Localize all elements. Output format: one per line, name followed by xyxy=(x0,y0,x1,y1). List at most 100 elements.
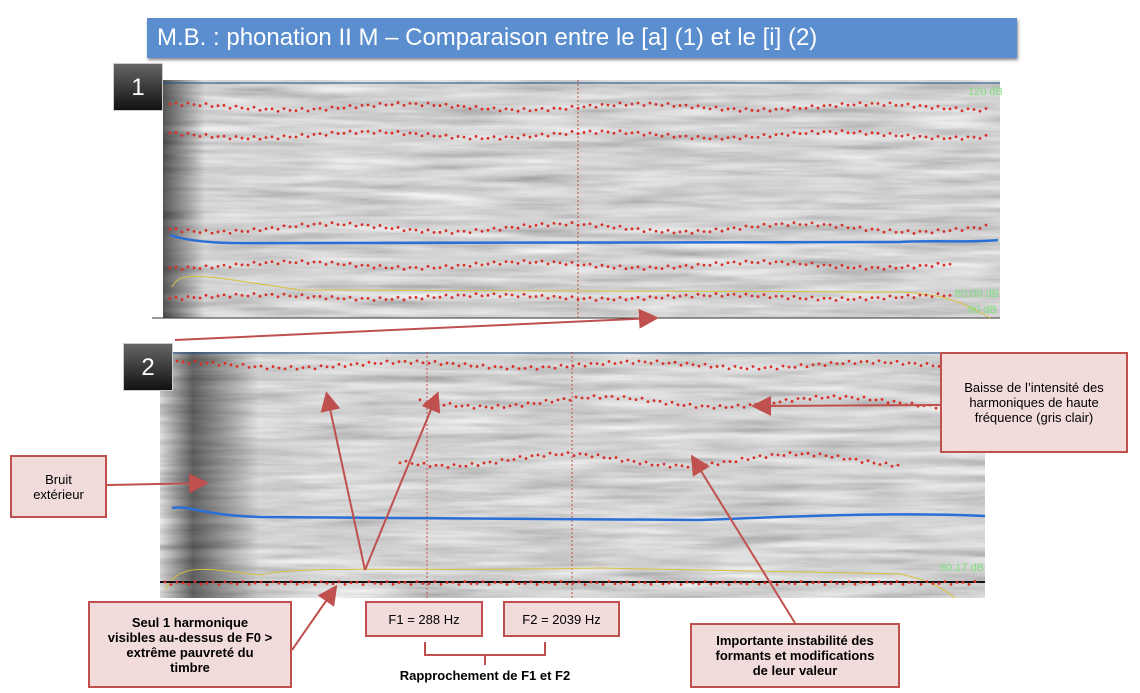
dot xyxy=(690,231,694,235)
dot xyxy=(718,404,722,407)
dot xyxy=(504,225,508,229)
dot xyxy=(805,582,809,586)
dot xyxy=(876,131,880,135)
dot xyxy=(650,463,654,467)
dot xyxy=(948,293,952,297)
dot xyxy=(252,292,256,295)
dot xyxy=(739,366,743,370)
dot xyxy=(198,134,202,138)
dot xyxy=(900,230,904,234)
dot xyxy=(618,224,622,228)
dot xyxy=(198,231,202,234)
dot xyxy=(571,364,575,368)
dot xyxy=(211,580,215,584)
dot xyxy=(456,229,460,233)
dot xyxy=(210,266,214,270)
text: formants et modifications xyxy=(715,648,875,663)
dot xyxy=(198,104,202,108)
dot xyxy=(600,102,604,106)
dot xyxy=(475,365,479,368)
dot xyxy=(714,135,718,138)
dot xyxy=(602,456,606,460)
dot xyxy=(300,259,304,262)
dot xyxy=(415,359,419,363)
dot xyxy=(666,132,670,136)
dot xyxy=(398,461,402,465)
dot xyxy=(631,362,635,365)
dot xyxy=(186,228,190,232)
dot xyxy=(306,262,310,265)
dot xyxy=(462,293,466,297)
dot xyxy=(642,133,646,137)
dot xyxy=(666,264,670,268)
dot xyxy=(690,137,694,141)
dot xyxy=(175,359,179,363)
dot xyxy=(432,104,436,107)
dot xyxy=(565,365,569,369)
dot xyxy=(666,293,670,297)
dot xyxy=(852,103,856,107)
dot xyxy=(163,580,167,584)
dot xyxy=(682,404,686,407)
dot xyxy=(642,268,646,271)
dot xyxy=(829,360,833,364)
dot xyxy=(312,107,316,111)
dot xyxy=(366,103,370,107)
dot xyxy=(752,456,756,460)
dot xyxy=(546,262,550,266)
dot xyxy=(630,297,634,300)
dot xyxy=(540,132,544,136)
dot xyxy=(564,263,568,266)
dot xyxy=(640,396,644,400)
dot xyxy=(624,103,628,107)
dot xyxy=(817,362,821,366)
dot xyxy=(654,229,658,233)
dot xyxy=(337,362,341,366)
dot xyxy=(708,107,712,111)
dot xyxy=(354,132,358,135)
dot xyxy=(493,365,497,368)
dot xyxy=(514,403,518,406)
dot xyxy=(504,107,508,111)
dot xyxy=(690,106,694,110)
dot xyxy=(888,131,892,135)
dot xyxy=(402,267,406,271)
dot xyxy=(756,109,760,113)
dot xyxy=(906,229,910,233)
dot xyxy=(580,396,584,400)
dot xyxy=(906,102,910,106)
dot xyxy=(793,365,797,369)
dot xyxy=(482,461,486,465)
dot xyxy=(660,134,664,138)
dot xyxy=(331,582,335,586)
dot xyxy=(770,452,774,456)
dot xyxy=(644,460,648,464)
dot xyxy=(451,362,455,365)
dot xyxy=(684,134,688,138)
dot xyxy=(858,295,862,299)
dot xyxy=(553,366,557,370)
dot xyxy=(868,398,872,402)
dot xyxy=(954,106,958,110)
dot xyxy=(354,224,358,228)
dot xyxy=(840,129,844,133)
dot xyxy=(612,266,616,270)
title: M.B. : phonation II M – Comparaison entr… xyxy=(147,18,1017,58)
dot xyxy=(475,582,479,585)
dot xyxy=(787,581,791,585)
dot xyxy=(756,135,760,139)
dot xyxy=(618,264,622,268)
dot xyxy=(900,103,904,107)
dot xyxy=(337,580,341,583)
dot xyxy=(420,267,424,271)
dot xyxy=(836,454,840,458)
dot xyxy=(446,466,450,469)
dot xyxy=(871,362,875,365)
dot xyxy=(844,394,848,398)
dot xyxy=(498,137,502,141)
dot xyxy=(289,580,293,583)
dot xyxy=(732,260,736,264)
dot xyxy=(852,266,856,270)
dot xyxy=(300,222,304,226)
